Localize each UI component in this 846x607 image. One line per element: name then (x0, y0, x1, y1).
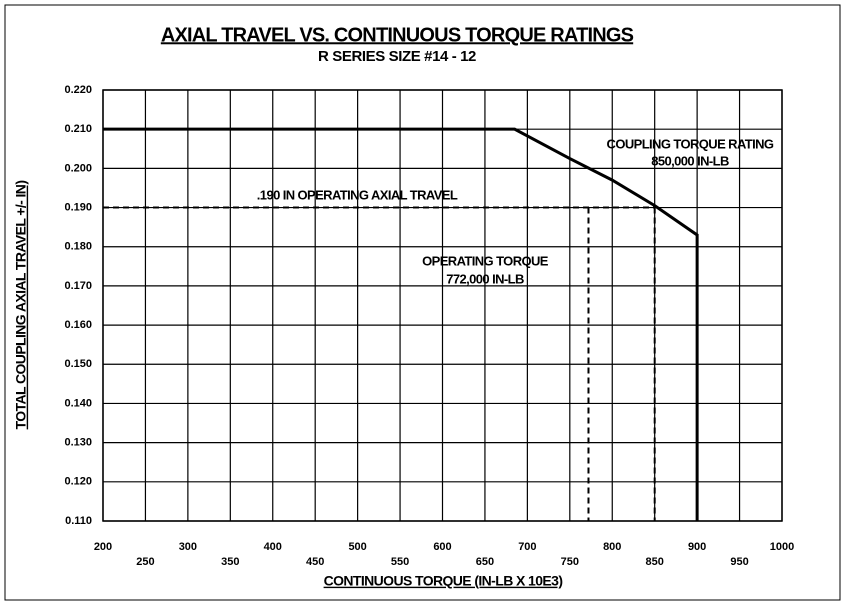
y-tick-label: 0.180 (64, 241, 92, 253)
annotation: 850,000 IN-LB (651, 153, 729, 168)
y-tick-label: 0.130 (64, 437, 92, 449)
y-tick-label: 0.120 (64, 476, 92, 488)
x-tick-label: 700 (518, 541, 536, 553)
y-tick-label: 0.160 (64, 319, 92, 331)
y-axis-label: TOTAL COUPLING AXIAL TRAVEL +/- IN) (13, 181, 29, 430)
x-tick-label: 550 (391, 556, 409, 568)
x-tick-label: 250 (136, 556, 154, 568)
x-tick-label: 350 (221, 556, 239, 568)
x-tick-label: 950 (730, 556, 748, 568)
y-tick-label: 0.210 (64, 123, 92, 135)
x-tick-label: 800 (603, 541, 621, 553)
x-tick-label: 900 (688, 541, 706, 553)
annotation: 772,000 IN-LB (446, 271, 524, 286)
rating-line (103, 127, 699, 521)
annotation: COUPLING TORQUE RATING (607, 136, 774, 151)
x-axis-label: CONTINUOUS TORQUE (IN-LB X 10E3) (324, 573, 563, 589)
y-tick-label: 0.110 (65, 515, 92, 527)
chart-subtitle: R SERIES SIZE #14 - 12 (318, 48, 476, 65)
x-tick-label: 300 (179, 541, 197, 553)
y-tick-label: 0.200 (64, 162, 92, 174)
y-tick-label: 0.170 (64, 280, 92, 292)
y-tick-label: 0.190 (64, 201, 92, 213)
x-tick-label: 400 (264, 541, 282, 553)
y-tick-label: 0.140 (64, 397, 92, 409)
frame (4, 4, 841, 601)
chart-title: AXIAL TRAVEL VS. CONTINUOUS TORQUE RATIN… (161, 24, 634, 46)
x-tick-label: 200 (94, 541, 112, 553)
x-tick-label: 600 (433, 541, 451, 553)
x-tick-label: 650 (476, 556, 494, 568)
y-tick-label: 0.220 (64, 84, 92, 96)
plot-border (102, 89, 783, 522)
x-tick-label: 750 (561, 556, 579, 568)
x-tick-label: 500 (348, 541, 366, 553)
x-tick-label: 450 (306, 556, 324, 568)
y-tick-label: 0.150 (64, 358, 92, 370)
annotation: .190 IN OPERATING AXIAL TRAVEL (257, 187, 458, 202)
x-tick-label: 1000 (770, 541, 794, 553)
annotation: OPERATING TORQUE (422, 253, 549, 268)
x-tick-label: 850 (646, 556, 664, 568)
